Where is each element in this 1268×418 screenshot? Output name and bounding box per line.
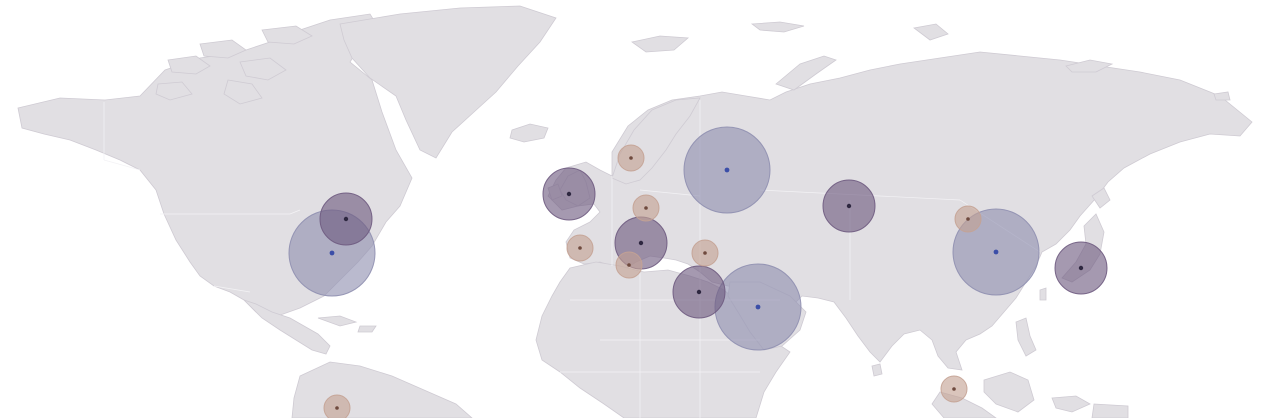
bubble-scandinavia[interactable] [617, 144, 645, 172]
bubble-mongolia-north-china[interactable] [954, 205, 982, 233]
bubble-center-dot [335, 406, 339, 410]
bubble-central-europe[interactable] [632, 194, 660, 222]
bubble-arabian-peninsula[interactable] [714, 263, 802, 351]
bubble-layer [288, 126, 1108, 418]
bubble-center-dot [952, 387, 956, 391]
bubble-center-dot [638, 240, 644, 246]
bubble-center-dot [966, 217, 970, 221]
arctic-islands [155, 25, 313, 105]
greenland-land [339, 5, 557, 159]
bubble-russia-west[interactable] [683, 126, 771, 214]
bubble-north-america-northeast[interactable] [319, 192, 373, 246]
bubble-center-dot [329, 250, 335, 256]
bubble-center-dot [724, 167, 730, 173]
bubble-center-dot [343, 216, 349, 222]
bubble-center-dot [703, 251, 707, 255]
bubble-center-dot [644, 206, 648, 210]
indonesia-land [931, 371, 1129, 418]
bubble-southeast-asia[interactable] [940, 375, 968, 403]
bubble-center-dot [993, 249, 999, 255]
bubble-iberia[interactable] [566, 234, 594, 262]
bubble-center-dot [1078, 265, 1084, 271]
russian-arctic-islands [631, 21, 1231, 101]
bubble-center-dot [629, 156, 633, 160]
bubble-south-america-north[interactable] [323, 394, 351, 418]
bubble-north-africa-west[interactable] [615, 251, 643, 279]
bubble-center-dot [755, 304, 761, 310]
bubble-center-dot [578, 246, 582, 250]
bubble-turkey[interactable] [691, 239, 719, 267]
south-asia-islands [871, 287, 1047, 377]
bubble-center-dot [696, 289, 702, 295]
bubble-central-asia[interactable] [822, 179, 876, 233]
bubble-center-dot [846, 203, 852, 209]
bubble-japan[interactable] [1054, 241, 1108, 295]
bubble-western-europe-uk[interactable] [542, 167, 596, 221]
bubble-center-dot [566, 191, 572, 197]
bubble-eastern-mediterranean[interactable] [672, 265, 726, 319]
iceland-land [509, 123, 549, 143]
caribbean-islands [317, 315, 377, 333]
bubble-center-dot [627, 263, 631, 267]
central-america-land [243, 299, 331, 355]
